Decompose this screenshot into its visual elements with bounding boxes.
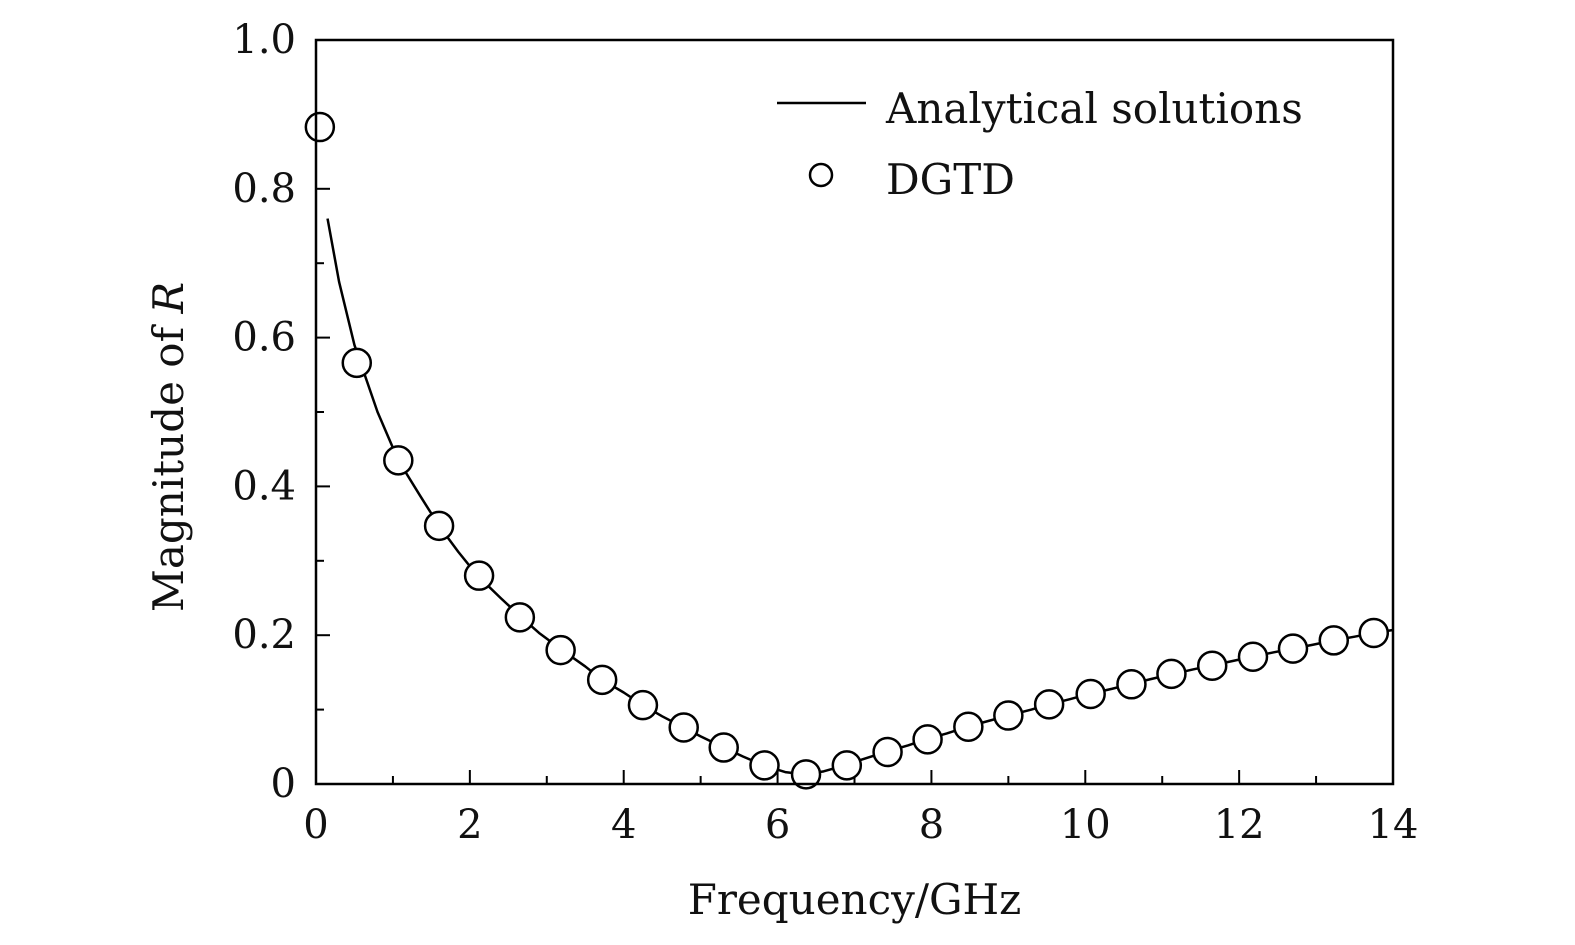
- legend-circle-swatch: [808, 162, 834, 188]
- legend: Analytical solutions DGTD: [777, 84, 1303, 204]
- y-tick-label: 0.4: [232, 463, 296, 509]
- dgtd-point: [341, 347, 373, 379]
- y-tick-label: 0.8: [232, 166, 296, 212]
- series-line-analytical: [326, 218, 1394, 776]
- dgtd-point: [1318, 625, 1350, 656]
- ticks-layer: 0 2 4 6 8 10 12 14 0 0.2 0.4 0.6 0.8 1.0: [232, 17, 1418, 848]
- dgtd-point: [1075, 678, 1106, 710]
- dgtd-point: [790, 759, 822, 790]
- dgtd-point: [1358, 617, 1390, 649]
- x-tick-label: 4: [611, 802, 636, 848]
- dgtd-point: [831, 750, 863, 781]
- x-tick-label: 8: [919, 802, 944, 848]
- x-tick-label: 0: [303, 802, 328, 848]
- dgtd-point: [1156, 658, 1187, 690]
- x-tick-label: 12: [1214, 802, 1265, 848]
- dgtd-point: [1277, 633, 1309, 664]
- legend-label-dgtd: DGTD: [886, 155, 1015, 204]
- dgtd-point: [586, 664, 618, 696]
- plot-frame: [314, 38, 1395, 786]
- dgtd-point: [872, 736, 903, 768]
- y-tick-label: 0.6: [232, 315, 296, 361]
- dgtd-point: [304, 111, 336, 143]
- dgtd-point: [504, 602, 536, 633]
- dgtd-point: [1116, 669, 1147, 700]
- dgtd-point: [708, 732, 739, 763]
- dgtd-point: [545, 634, 576, 666]
- y-tick-label: 0.2: [232, 612, 296, 658]
- legend-label-analytical: Analytical solutions: [885, 84, 1303, 133]
- dgtd-point: [1196, 650, 1228, 681]
- y-tick-label: 0: [271, 761, 296, 807]
- dgtd-point: [953, 711, 984, 742]
- dgtd-point: [1237, 641, 1269, 673]
- series-layer: [304, 111, 1394, 790]
- y-axis-title: Magnitude of R: [144, 282, 193, 612]
- x-tick-label: 10: [1060, 802, 1111, 848]
- y-tick-label: 1.0: [232, 17, 296, 63]
- dgtd-point: [668, 712, 699, 743]
- y-axis-title-prefix: Magnitude of: [144, 314, 193, 613]
- dgtd-point: [1033, 689, 1065, 720]
- dgtd-point: [463, 560, 495, 591]
- dgtd-point: [383, 445, 414, 476]
- y-axis-title-symbol: R: [144, 282, 193, 315]
- x-axis-title: Frequency/GHz: [688, 875, 1022, 924]
- x-tick-label: 6: [765, 802, 790, 848]
- dgtd-point: [749, 750, 780, 781]
- dgtd-point: [423, 510, 455, 542]
- dgtd-point: [627, 689, 659, 721]
- dgtd-point: [993, 700, 1024, 731]
- x-tick-label: 2: [457, 802, 482, 848]
- dgtd-point: [912, 724, 943, 755]
- x-tick-label: 14: [1368, 802, 1419, 848]
